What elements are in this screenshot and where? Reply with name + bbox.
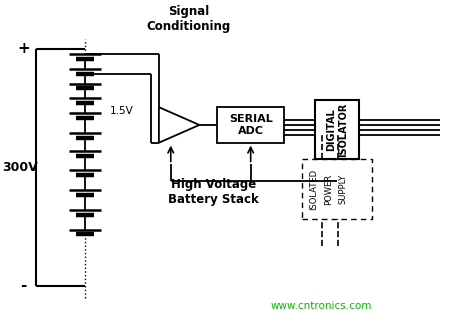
Text: SERIAL
ADC: SERIAL ADC <box>229 114 273 136</box>
Text: +: + <box>18 42 30 56</box>
Text: SUPPLY: SUPPLY <box>339 174 348 204</box>
Text: www.cntronics.com: www.cntronics.com <box>271 300 373 310</box>
Text: ISOLATED: ISOLATED <box>309 168 318 210</box>
Text: POWER: POWER <box>324 174 333 205</box>
Text: DIGITAL
ISOLATOR: DIGITAL ISOLATOR <box>326 103 348 157</box>
Text: 1.5V: 1.5V <box>109 106 133 116</box>
Bar <box>217 107 284 143</box>
Bar <box>315 100 359 159</box>
Bar <box>302 159 372 219</box>
Text: Signal
Conditioning: Signal Conditioning <box>146 5 231 33</box>
Text: 300V: 300V <box>2 161 38 174</box>
Text: High Voltage
Battery Stack: High Voltage Battery Stack <box>168 178 259 206</box>
Text: -: - <box>21 278 27 293</box>
